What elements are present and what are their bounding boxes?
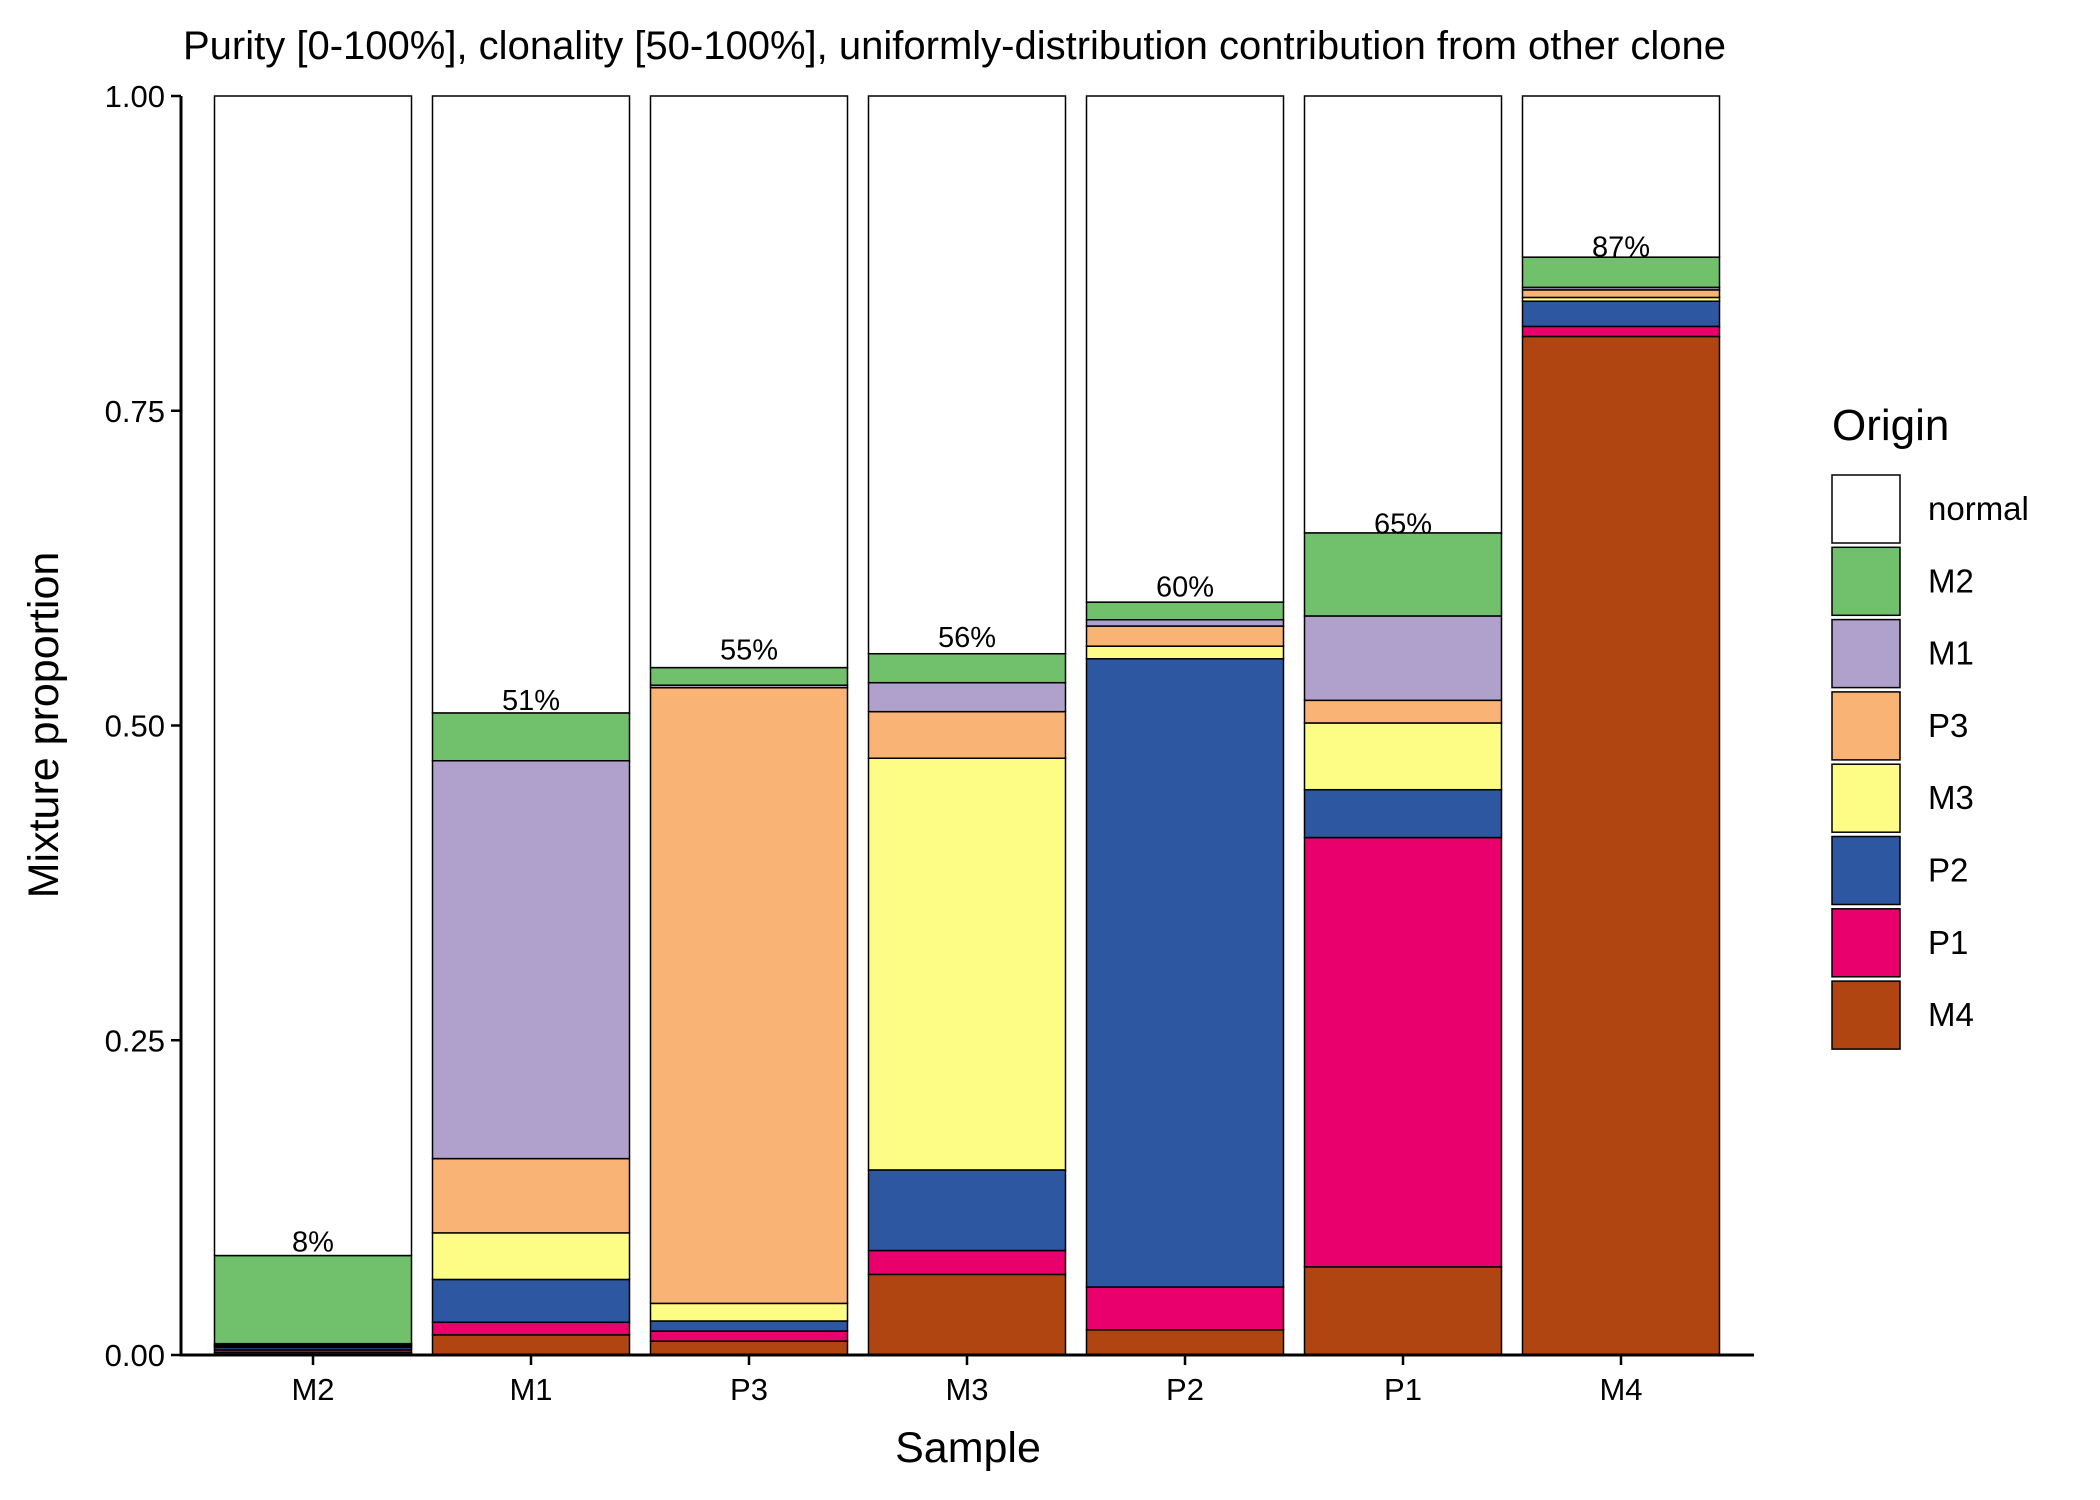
bar-segment	[867, 652, 1067, 684]
bar-segment	[1303, 699, 1503, 724]
legend-label: P3	[1928, 707, 1968, 744]
bar-segment	[1303, 1266, 1503, 1356]
y-axis-title: Mixture proportion	[20, 552, 68, 899]
legend-swatch	[1831, 763, 1901, 833]
value-label: 55%	[720, 635, 778, 667]
bar-segment	[649, 686, 849, 1305]
bar-segment	[213, 95, 413, 1257]
bar-segment	[1085, 625, 1285, 647]
x-axis-title: Sample	[895, 1424, 1041, 1472]
bar-segment	[1303, 836, 1503, 1268]
bar-segment	[867, 1169, 1067, 1252]
bar-segment	[649, 1340, 849, 1356]
y-tick-label: 0.00	[105, 1338, 165, 1373]
bar-segment	[649, 1320, 849, 1332]
bar-segment	[431, 1232, 631, 1281]
bar-segment	[1085, 1286, 1285, 1331]
bar-segment	[1521, 289, 1721, 299]
bar-segment	[431, 1157, 631, 1234]
bar-segment	[867, 757, 1067, 1171]
bar-segment	[1085, 1329, 1285, 1356]
bar-segment	[1085, 601, 1285, 621]
x-tick-label: M4	[1599, 1372, 1642, 1407]
value-label: 56%	[938, 622, 996, 654]
value-label: 60%	[1156, 572, 1214, 604]
bar-segment	[1085, 95, 1285, 603]
legend-label: P1	[1928, 924, 1968, 961]
legend-swatch	[1831, 980, 1901, 1050]
bar-segment	[867, 95, 1067, 655]
legend-swatch	[1831, 835, 1901, 906]
bar-segment	[867, 1249, 1067, 1276]
bar-segment	[649, 666, 849, 686]
bar-segment	[1085, 658, 1285, 1288]
bar-segment	[1303, 788, 1503, 839]
bar-segment	[1085, 645, 1285, 660]
x-tick-label: M1	[509, 1372, 552, 1407]
bar-segment	[1303, 95, 1503, 534]
x-tick-label: P1	[1384, 1372, 1422, 1407]
x-tick-label: M2	[291, 1372, 334, 1407]
bar-segment	[867, 1273, 1067, 1356]
value-label: 51%	[502, 685, 560, 717]
bar-segment	[431, 1321, 631, 1336]
bar-segment	[649, 1302, 849, 1322]
legend-title: Origin	[1832, 401, 1949, 450]
bar-segment	[1303, 615, 1503, 702]
bar-segment	[867, 710, 1067, 759]
x-tick-label: P2	[1166, 1372, 1204, 1407]
bar-segment	[1521, 325, 1721, 338]
y-tick-label: 0.25	[105, 1023, 165, 1058]
bar-segment	[649, 1330, 849, 1342]
legend-label: M3	[1928, 779, 1974, 816]
bar-segment	[1521, 95, 1721, 258]
legend-label: M2	[1928, 562, 1974, 599]
value-label: 87%	[1592, 232, 1650, 264]
bar-segment	[1303, 532, 1503, 617]
x-tick-label: P3	[730, 1372, 768, 1407]
x-tick-label: M3	[945, 1372, 988, 1407]
bar-segment	[431, 95, 631, 714]
chart-title: Purity [0-100%], clonality [50-100%], un…	[183, 24, 1726, 68]
bar-segment	[1085, 618, 1285, 627]
value-label: 8%	[292, 1226, 334, 1258]
legend-swatch	[1831, 618, 1901, 689]
y-tick-label: 0.75	[105, 394, 165, 429]
bar-segment	[1521, 335, 1721, 1356]
bar-segment	[213, 1254, 413, 1345]
legend-swatch	[1831, 474, 1901, 544]
legend-label: normal	[1928, 490, 2029, 527]
y-tick-label: 0.50	[105, 709, 165, 744]
bar-segment	[649, 95, 849, 669]
y-tick-label: 1.00	[105, 79, 165, 114]
bar-segment	[1521, 300, 1721, 328]
bar-segment	[431, 1334, 631, 1356]
bar-segment	[867, 681, 1067, 713]
bar-segment	[1303, 722, 1503, 791]
bar-segment	[431, 1278, 631, 1324]
legend-label: M1	[1928, 635, 1974, 672]
value-label: 65%	[1374, 509, 1432, 541]
legend-swatch	[1831, 691, 1901, 761]
legend-label: M4	[1928, 996, 1974, 1033]
bar-segment	[431, 760, 631, 1160]
legend-swatch	[1831, 908, 1901, 978]
bar-segment	[431, 712, 631, 762]
legend-label: P2	[1928, 852, 1968, 889]
legend-swatch	[1831, 546, 1901, 617]
